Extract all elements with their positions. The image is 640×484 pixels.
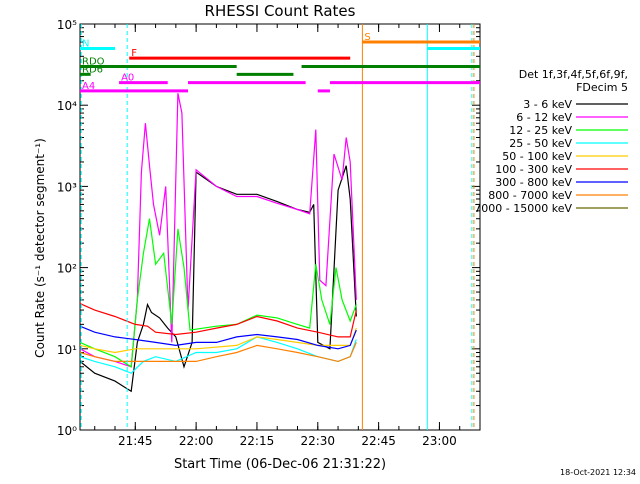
flag-label-f: F (131, 48, 137, 59)
x-tick-label: 21:45 (118, 434, 153, 448)
legend-entry-label: 6 - 12 keV (516, 111, 572, 124)
x-axis-label: Start Time (06-Dec-06 21:31:22) (174, 457, 386, 472)
plot-frame (79, 23, 481, 431)
series-line-300-800-kev (79, 325, 357, 350)
legend-entry-label: 100 - 300 keV (495, 163, 572, 176)
legend-entry-label: 25 - 50 keV (509, 137, 572, 150)
y-tick-label: 10⁵ (57, 18, 77, 32)
legend-entry-label: 800 - 7000 keV (488, 189, 572, 202)
x-tick-label: 22:30 (300, 434, 335, 448)
date-stamp: 18-Oct-2021 12:34 (560, 468, 636, 477)
x-tick-label: 22:15 (240, 434, 275, 448)
flag-label-rd6: RD6 (82, 64, 103, 75)
legend-entry-label: 12 - 25 keV (509, 124, 572, 137)
y-tick-label: 10¹ (57, 343, 77, 357)
legend-title-line-1: Det 1f,3f,4f,5f,6f,9f, (519, 68, 628, 81)
flag-label-s: S (364, 32, 370, 43)
x-tick-label: 22:45 (361, 434, 396, 448)
y-axis-label: Count Rate (s⁻¹ detector segment⁻¹) (33, 138, 47, 358)
y-tick-label: 10⁴ (57, 99, 77, 113)
flag-label-rdo: RDO (82, 56, 105, 67)
series-line-6-12-kev (79, 93, 357, 368)
chart-title: RHESSI Count Rates (205, 2, 356, 20)
legend-title-line-2: FDecim 5 (576, 81, 628, 94)
series-line-800-7000-kev (79, 342, 357, 363)
y-tick-label: 10³ (57, 180, 77, 194)
y-tick-label: 10² (57, 262, 77, 276)
legend-entry-label: 7000 - 15000 keV (474, 202, 572, 215)
series-line-100-300-kev (79, 303, 357, 338)
flag-label-a4: A4 (82, 81, 95, 92)
legend-entry-label: 300 - 800 keV (495, 176, 572, 189)
x-tick-label: 23:00 (422, 434, 457, 448)
flag-label-a0: A0 (121, 73, 134, 84)
series-line-12-25-kev (79, 218, 357, 368)
flag-label-n: N (82, 38, 89, 49)
legend-entry-label: 3 - 6 keV (523, 98, 572, 111)
x-tick-label: 22:00 (179, 434, 214, 448)
y-tick-label: 10⁰ (57, 424, 77, 438)
legend-entry-label: 50 - 100 keV (502, 150, 572, 163)
